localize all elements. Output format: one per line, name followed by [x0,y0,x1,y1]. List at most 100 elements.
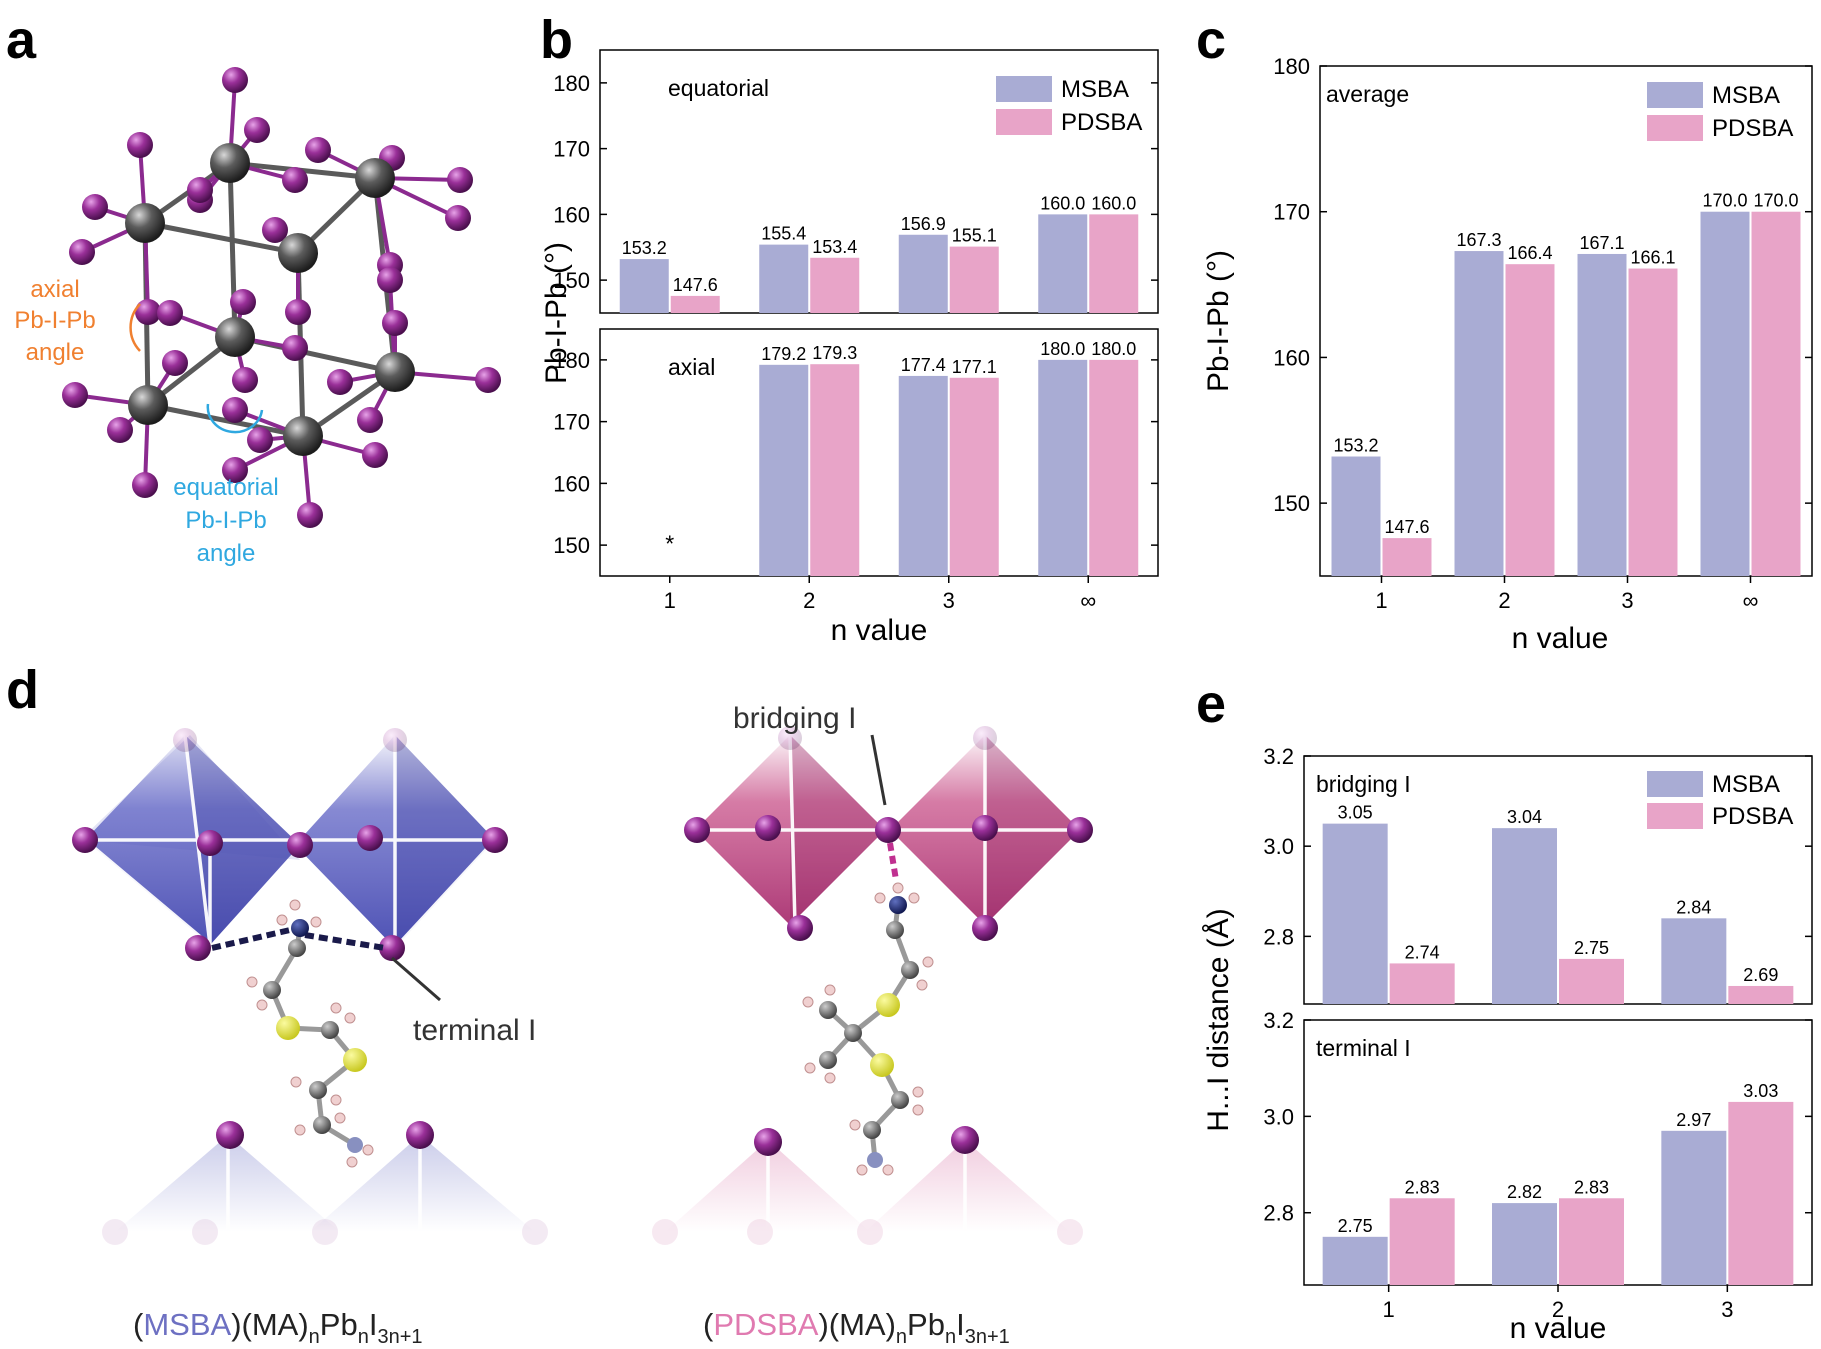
equatorial-label-line3: angle [197,540,256,567]
legend-swatch-msba [996,76,1052,102]
data-label: 147.6 [1384,517,1429,537]
data-label: 2.83 [1574,1177,1609,1197]
bar-pdsba [810,364,860,576]
iodine-atom [69,239,95,265]
bar-pdsba [1505,264,1555,576]
iodine-atom [230,289,256,315]
bar-pdsba [1089,214,1139,313]
y-tick-label: 160 [553,471,590,496]
terminal-i-label: terminal I [413,1014,536,1047]
axial-angle-annotation: axial Pb-I-Pb angle [14,276,141,366]
bar-msba [1331,456,1381,576]
subplot-title: equatorial [668,75,769,101]
data-label: 2.75 [1574,938,1609,958]
data-label: 160.0 [1091,193,1136,213]
iodine-atom [244,117,270,143]
data-label: 153.2 [1333,436,1378,456]
x-tick-label: 1 [1375,588,1387,613]
data-label: 2.82 [1507,1182,1542,1202]
bar-msba [898,234,948,313]
data-label: 180.0 [1091,339,1136,359]
iodine-atom [282,167,308,193]
y-tick-label: 3.0 [1263,1104,1294,1129]
data-label: 153.4 [812,237,857,257]
data-label: 2.83 [1405,1177,1440,1197]
data-label: 179.3 [812,343,857,363]
equatorial-label-line2: Pb-I-Pb [185,507,266,534]
panel-label-d: d [6,660,39,720]
legend-swatch-pdsba [1647,803,1703,829]
axial-label-line2: Pb-I-Pb [14,307,95,334]
bar-pdsba [810,257,860,313]
equatorial-angle-annotation: equatorial Pb-I-Pb angle [173,403,279,567]
subplot-title: bridging I [1316,771,1411,797]
data-label: 166.4 [1507,243,1552,263]
axial-label-line3: angle [26,339,85,366]
data-label: 2.75 [1338,1216,1373,1236]
data-label: 2.84 [1676,897,1711,917]
lead-atom [278,233,318,273]
y-tick-label: 180 [1273,54,1310,79]
bar-msba [619,259,669,313]
no-data-asterisk: * [665,530,674,556]
bar-msba [1492,828,1557,1004]
data-label: 156.9 [901,214,946,234]
data-label: 153.2 [622,238,667,258]
x-tick-label: 1 [664,588,676,613]
equatorial-label-line1: equatorial [173,474,278,501]
bar-msba [1577,253,1627,576]
chart-c: 150 160 170 180 153.2 167.3 167.1 170.0 147.6 166… [1202,54,1813,655]
y-tick-label: 2.8 [1263,1201,1294,1226]
bar-pdsba [1628,268,1678,576]
bar-pdsba [949,377,999,576]
bar-pdsba [1389,963,1455,1004]
x-tick-label: 2 [1498,588,1510,613]
iodine-atom [162,350,188,376]
pdsba-structure: bridging I (PDSBA)(MA)nPbnI3n+1 [652,702,1093,1348]
pdsba-formula: (PDSBA)(MA)nPbnI3n+1 [703,1307,1010,1348]
iodine-atom [135,299,161,325]
bar-pdsba [1389,1198,1455,1285]
y-tick-label: 3.2 [1263,744,1294,769]
iodine-atom [127,132,153,158]
x-tick-label: 3 [1721,1297,1733,1322]
bar-pdsba [949,246,999,313]
iodine-atom [222,457,248,483]
legend-label-msba: MSBA [1712,82,1780,109]
legend-label-msba: MSBA [1061,76,1129,103]
data-label: 2.97 [1676,1110,1711,1130]
iodine-atom [447,167,473,193]
data-label: 3.04 [1507,807,1542,827]
lead-atom [355,158,395,198]
y-tick-label: 170 [553,137,590,162]
data-label: 147.6 [673,275,718,295]
bar-msba [759,364,809,576]
pb-i-bond [147,402,304,439]
y-tick-label: 2.8 [1263,924,1294,949]
iodine-atom [445,205,471,231]
iodine-atom [297,502,323,528]
msba-structure: terminal I (MSBA)(MA)nPbnI3n+1 [72,728,548,1348]
iodine-atom [232,367,258,393]
bar-msba [1322,823,1388,1004]
bar-msba [898,375,948,576]
panel-label-c: c [1196,10,1226,70]
x-tick-label: ∞ [1080,588,1096,613]
plot-frame [599,328,1159,577]
bar-msba [1038,214,1088,313]
iodine-atom [475,367,501,393]
plot-frame [1319,65,1813,577]
y-tick-label: 150 [1273,491,1310,516]
lead-atom [283,416,323,456]
data-label: 155.4 [761,224,806,244]
data-label: 3.03 [1743,1081,1778,1101]
legend-label-msba: MSBA [1712,771,1780,798]
data-label: 2.74 [1405,942,1440,962]
plot-frame [1303,755,1813,1005]
iodine-atom [377,267,403,293]
iodine-atom [247,427,273,453]
chart-title: average [1326,81,1409,107]
data-label: 170.0 [1702,191,1747,211]
data-label: 167.1 [1579,233,1624,253]
lead-atom [128,385,168,425]
